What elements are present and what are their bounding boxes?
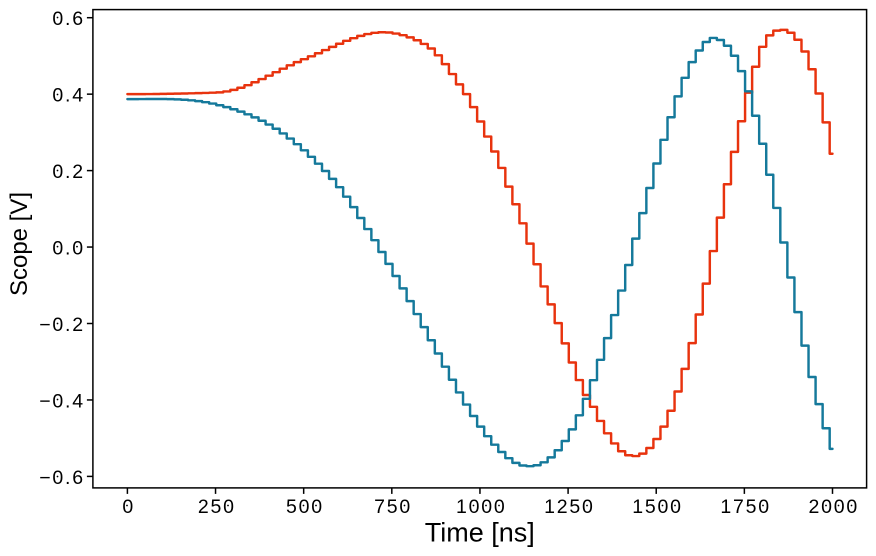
svg-text:0.6: 0.6 [52, 8, 85, 30]
svg-text:Time [ns]: Time [ns] [425, 517, 535, 547]
svg-text:2000: 2000 [809, 496, 860, 518]
svg-text:500: 500 [286, 496, 324, 518]
svg-text:0.4: 0.4 [52, 85, 85, 107]
svg-text:750: 750 [374, 496, 412, 518]
svg-text:0.2: 0.2 [52, 161, 85, 183]
svg-text:−0.4: −0.4 [39, 390, 85, 412]
svg-text:1250: 1250 [544, 496, 595, 518]
svg-text:−0.6: −0.6 [39, 467, 85, 489]
svg-text:−0.2: −0.2 [39, 314, 85, 336]
svg-text:1750: 1750 [720, 496, 771, 518]
svg-text:0.0: 0.0 [52, 237, 85, 259]
svg-text:250: 250 [198, 496, 236, 518]
svg-text:0: 0 [122, 496, 135, 518]
svg-text:1000: 1000 [456, 496, 507, 518]
svg-text:Scope [V]: Scope [V] [6, 192, 33, 296]
svg-text:1500: 1500 [632, 496, 683, 518]
